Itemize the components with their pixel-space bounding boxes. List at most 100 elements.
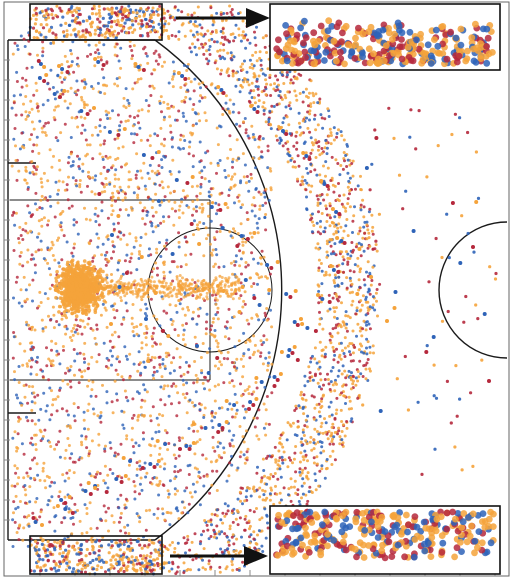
shot-point xyxy=(305,474,309,478)
shot-point xyxy=(29,347,33,351)
shot-point xyxy=(55,541,59,545)
shot-point xyxy=(69,385,73,389)
shot-point xyxy=(217,367,220,371)
shot-point xyxy=(112,222,116,226)
shot-point xyxy=(150,19,154,24)
shot-point xyxy=(184,82,188,86)
shot-point xyxy=(287,456,291,460)
shot-point xyxy=(62,348,65,352)
shot-point xyxy=(155,266,159,270)
shot-point xyxy=(103,92,107,96)
shot-point xyxy=(144,187,148,191)
shot-point xyxy=(331,183,335,187)
shot-point xyxy=(190,495,194,499)
shot-point xyxy=(106,36,110,40)
shot-point xyxy=(253,36,257,40)
shot-point xyxy=(331,449,335,453)
shot-point xyxy=(323,146,327,150)
shot-point xyxy=(46,554,50,558)
shot-point xyxy=(208,491,212,495)
shot-point xyxy=(244,341,248,344)
shot-point xyxy=(328,213,331,217)
shot-point xyxy=(258,495,262,499)
shot-point xyxy=(403,354,407,359)
shot-point xyxy=(289,499,293,503)
shot-point xyxy=(344,314,348,318)
shot-point xyxy=(216,341,220,345)
shot-point xyxy=(262,402,266,406)
shot-point xyxy=(305,207,309,211)
shot-point xyxy=(144,556,148,560)
shot-point xyxy=(84,570,87,574)
shot-point xyxy=(257,190,261,194)
shot-point xyxy=(318,153,322,157)
shot-point xyxy=(242,80,246,84)
shot-point xyxy=(248,356,252,360)
shot-point xyxy=(321,348,325,352)
shot-point xyxy=(29,365,33,369)
shot-point xyxy=(162,25,166,29)
shot-point xyxy=(186,305,190,309)
shot-point xyxy=(252,135,256,139)
shot-point xyxy=(343,346,347,350)
shot-point xyxy=(134,556,138,560)
shot-point xyxy=(231,444,235,448)
shot-point xyxy=(131,124,135,128)
shot-point xyxy=(83,357,86,361)
shot-point xyxy=(278,501,282,505)
shot-point xyxy=(302,458,306,462)
shot-point xyxy=(116,261,120,265)
shot-point xyxy=(209,219,213,223)
shot-point xyxy=(346,260,350,264)
shot-point xyxy=(100,33,104,37)
shot-point xyxy=(312,447,316,451)
shot-point xyxy=(11,356,15,360)
shot-point xyxy=(130,49,134,52)
shot-point xyxy=(314,488,318,492)
shot-point xyxy=(117,59,121,63)
shot-point xyxy=(370,213,374,217)
shot-point xyxy=(104,570,107,574)
shot-point xyxy=(300,484,304,488)
shot-point xyxy=(179,374,183,378)
shot-point xyxy=(130,426,134,430)
shot-point xyxy=(370,279,374,282)
shot-point xyxy=(83,427,87,431)
shot-point xyxy=(114,168,118,172)
shot-point xyxy=(84,40,88,44)
shot-point xyxy=(237,33,241,37)
shot-point xyxy=(243,59,246,63)
shot-point xyxy=(178,138,182,142)
shot-point xyxy=(341,167,345,171)
shot-point xyxy=(61,180,65,184)
shot-point xyxy=(208,388,212,392)
shot-point xyxy=(143,399,147,403)
shot-point xyxy=(339,357,343,361)
shot-point xyxy=(92,412,96,416)
shot-point xyxy=(130,208,134,212)
shot-point xyxy=(328,307,332,311)
shot-point xyxy=(278,141,282,145)
shot-point xyxy=(21,363,25,367)
shot-point xyxy=(151,568,155,572)
shot-point xyxy=(262,341,266,344)
shot-point xyxy=(152,86,156,90)
shot-point xyxy=(66,89,70,93)
shot-point xyxy=(317,410,321,414)
shot-point xyxy=(99,565,103,570)
shot-point xyxy=(323,417,326,421)
shot-point xyxy=(335,408,339,412)
shot-point xyxy=(69,86,73,90)
shot-point xyxy=(211,293,214,297)
shot-point xyxy=(334,326,338,330)
shot-point xyxy=(162,562,166,566)
shot-point xyxy=(214,248,218,251)
shot-point xyxy=(75,352,79,356)
shot-point xyxy=(305,442,309,446)
shot-point xyxy=(222,381,226,385)
shot-point xyxy=(264,213,268,216)
shot-point xyxy=(156,7,160,11)
shot-point xyxy=(200,26,204,30)
shot-point xyxy=(26,231,30,235)
shot-point xyxy=(211,30,214,34)
